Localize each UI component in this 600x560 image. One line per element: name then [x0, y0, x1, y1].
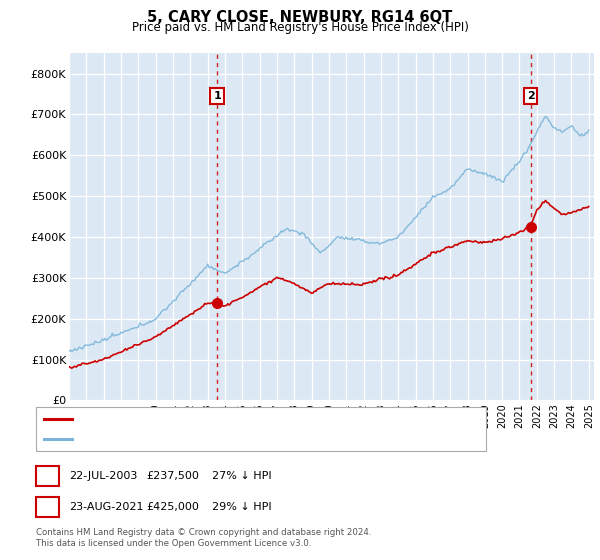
Text: 1: 1	[44, 471, 51, 481]
Text: 2: 2	[527, 91, 535, 101]
Text: 1: 1	[213, 91, 221, 101]
Text: £425,000: £425,000	[146, 502, 199, 512]
Text: 5, CARY CLOSE, NEWBURY, RG14 6QT (detached house): 5, CARY CLOSE, NEWBURY, RG14 6QT (detach…	[78, 414, 369, 424]
Text: 29% ↓ HPI: 29% ↓ HPI	[212, 502, 271, 512]
Text: 23-AUG-2021: 23-AUG-2021	[70, 502, 144, 512]
Text: HPI: Average price, detached house, West Berkshire: HPI: Average price, detached house, West…	[78, 434, 349, 444]
Text: 22-JUL-2003: 22-JUL-2003	[70, 471, 138, 481]
Text: 5, CARY CLOSE, NEWBURY, RG14 6QT: 5, CARY CLOSE, NEWBURY, RG14 6QT	[148, 10, 452, 25]
Text: Contains HM Land Registry data © Crown copyright and database right 2024.
This d: Contains HM Land Registry data © Crown c…	[36, 528, 371, 548]
Text: 2: 2	[44, 502, 51, 512]
Text: 27% ↓ HPI: 27% ↓ HPI	[212, 471, 271, 481]
Text: £237,500: £237,500	[146, 471, 199, 481]
Text: Price paid vs. HM Land Registry's House Price Index (HPI): Price paid vs. HM Land Registry's House …	[131, 21, 469, 34]
